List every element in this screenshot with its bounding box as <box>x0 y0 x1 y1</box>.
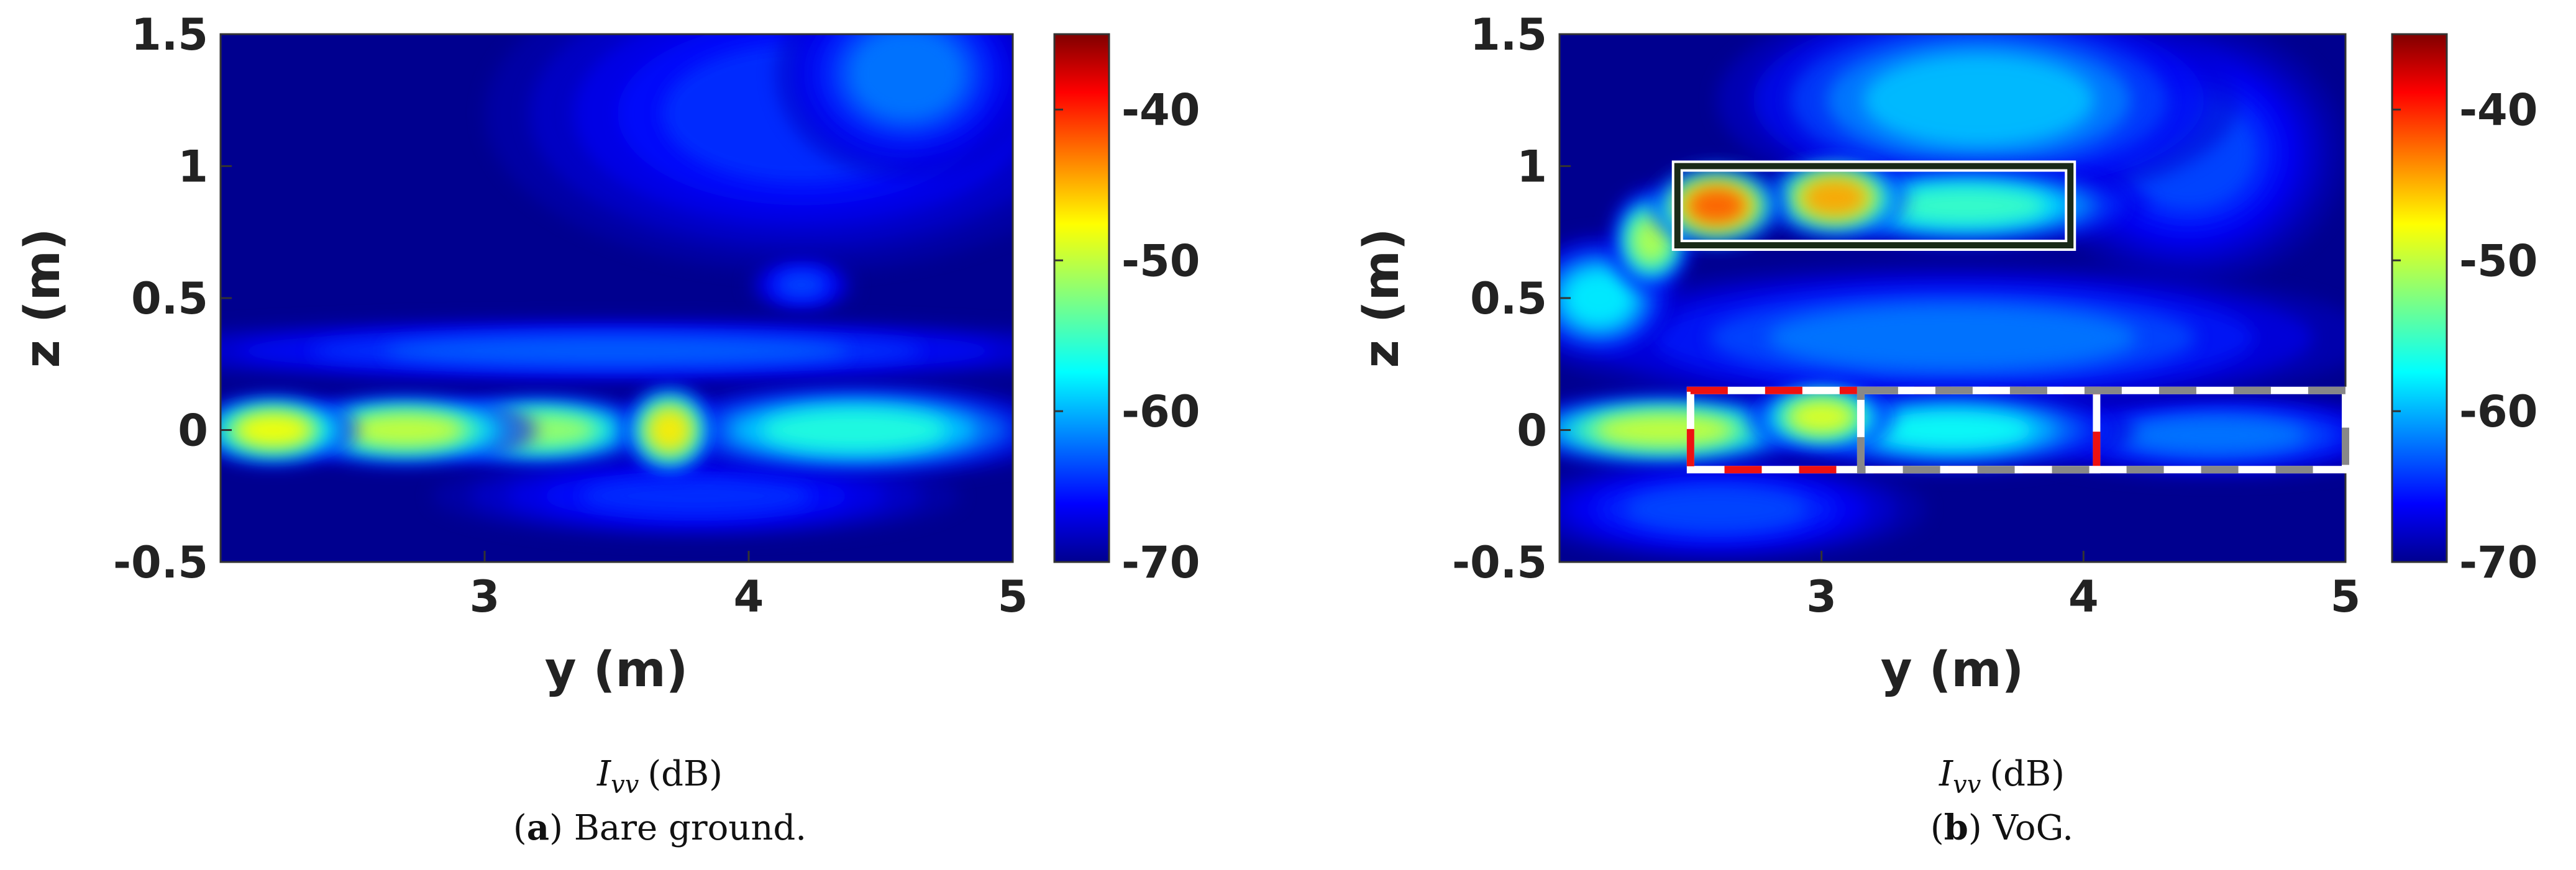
heatmap-blob-b-5-4 <box>1564 270 1633 326</box>
colorbar-tick-label-a-2: -60 <box>1121 386 1200 437</box>
y-tick-label-a-2: 0.5 <box>131 273 208 324</box>
metric-unit-a: (dB) <box>647 754 723 794</box>
x-tick-label-b-2: 5 <box>2331 571 2361 622</box>
metric-subscript-a: vv <box>611 771 639 799</box>
heatmap-blob-b-3-4 <box>1768 305 2137 371</box>
x-tick-label-b-1: 4 <box>2068 571 2099 622</box>
metric-unit-b: (dB) <box>1989 754 2065 794</box>
metric-subscript-b: vv <box>1953 771 1981 799</box>
y-tick-label-b-2: 0.5 <box>1470 273 1547 324</box>
colorbar-ticks-b: -40 -50 -60 -70 <box>2392 84 2537 588</box>
heatmap-a <box>221 34 1013 538</box>
annotation-boxes-b <box>1671 160 2350 474</box>
y-tick-label-a-0: -0.5 <box>113 537 208 588</box>
heatmap-blob-b-12-4 <box>1686 187 1747 225</box>
y-tick-label-a-4: 1.5 <box>131 9 208 60</box>
heatmap-blob-b-6-4 <box>1871 411 2034 449</box>
colorbar-a <box>1053 33 1110 563</box>
y-tick-label-a-1: 0 <box>178 406 208 456</box>
heatmap-blob-b-4-4 <box>1863 53 2094 147</box>
axes-a: 3 4 5 -0.5 0 0.5 1 1.5 <box>113 9 1028 622</box>
solid-box <box>1674 163 2074 248</box>
caption-text-a: Bare ground. <box>574 808 806 848</box>
metric-symbol-b: I <box>1939 754 1954 794</box>
axes-b: 3 4 5 -0.5 0 0.5 1 1.5 <box>1452 9 2360 622</box>
metric-symbol-a: I <box>596 754 612 794</box>
y-tick-label-b-4: 1.5 <box>1470 9 1547 60</box>
heatmap-blob-a-5-4 <box>761 409 948 451</box>
colorbar-tick-label-b-2: -60 <box>2459 386 2537 437</box>
caption-label-a: a <box>527 807 549 848</box>
heatmap-blob-b-7-4 <box>1884 187 2047 225</box>
gray-dashed-box <box>1857 386 2350 474</box>
heatmap-blob-a-8-4 <box>236 414 311 446</box>
panel-b: 3 4 5 -0.5 0 0.5 1 1.5 y (m) z (m) -40 -50 -60 -70… <box>1354 9 2537 848</box>
colorbar-tick-label-b-1: -50 <box>2459 235 2537 286</box>
caption-b: (b) VoG. <box>1930 807 2073 848</box>
heatmap-blob-a-9-4 <box>648 409 691 451</box>
panel-a: 3 4 5 -0.5 0 0.5 1 1.5 y (m) z (m) -40 -50 -60 -70… <box>15 9 1200 848</box>
heatmap-blob-a-3-4 <box>384 337 849 365</box>
y-tick-label-b-0: -0.5 <box>1452 537 1547 588</box>
colorbar-ticks-a: -40 -50 -60 -70 <box>1054 84 1200 588</box>
heatmap-blob-a-2-4 <box>778 273 825 297</box>
heatmap-blob-b-10-4 <box>1789 401 1854 433</box>
colorbar-tick-label-a-3: -70 <box>1121 537 1200 588</box>
colorbar-b <box>2391 33 2448 563</box>
x-tick-label-a-2: 5 <box>998 571 1028 622</box>
heatmap-blob-a-0-4 <box>580 477 812 515</box>
x-tick-label-a-0: 3 <box>470 571 500 622</box>
heatmap-blob-b-1-4 <box>1624 486 1809 533</box>
metric-label-b: Ivv (dB) <box>1939 754 2065 799</box>
y-tick-label-a-3: 1 <box>178 142 208 193</box>
x-axis-label-a: y (m) <box>545 642 688 698</box>
heatmap-blob-b-11-4 <box>1802 179 1867 217</box>
caption-a: (a) Bare ground. <box>513 807 806 848</box>
colorbar-tick-label-a-0: -40 <box>1121 84 1200 135</box>
y-tick-label-b-1: 0 <box>1517 406 1547 456</box>
colorbar-tick-label-b-0: -40 <box>2459 84 2537 135</box>
x-tick-label-a-1: 4 <box>734 571 764 622</box>
caption-text-b: VoG. <box>1993 808 2074 848</box>
heatmap-b <box>1560 34 2345 562</box>
caption-label-b: b <box>1944 807 1968 848</box>
heatmap-blob-b-2-4 <box>2122 417 2307 454</box>
y-axis-label-a: z (m) <box>15 228 71 368</box>
colorbar-tick-label-b-3: -70 <box>2459 537 2537 588</box>
heatmap-blob-b-9-4 <box>1595 414 1733 446</box>
x-tick-label-b-0: 3 <box>1806 571 1837 622</box>
colorbar-tick-label-a-1: -50 <box>1121 235 1200 286</box>
x-axis-label-b: y (m) <box>1881 642 2024 698</box>
heatmap-blob-a-4-4 <box>849 34 966 120</box>
y-axis-label-b: z (m) <box>1354 228 1410 368</box>
metric-label-a: Ivv (dB) <box>596 754 723 799</box>
y-tick-label-b-3: 1 <box>1517 142 1547 193</box>
heatmap-blob-a-7-4 <box>347 414 464 446</box>
